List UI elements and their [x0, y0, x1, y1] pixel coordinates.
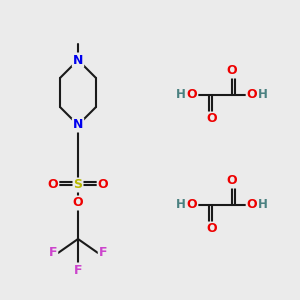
Text: O: O [227, 175, 237, 188]
Text: O: O [227, 64, 237, 77]
Text: F: F [74, 263, 82, 277]
Text: O: O [207, 223, 217, 236]
Text: N: N [73, 118, 83, 131]
Text: N: N [73, 53, 83, 67]
Text: O: O [207, 112, 217, 125]
Text: O: O [247, 88, 257, 101]
Text: O: O [98, 178, 108, 191]
Text: O: O [247, 199, 257, 212]
Text: H: H [176, 199, 186, 212]
Text: O: O [48, 178, 58, 191]
Text: O: O [73, 196, 83, 209]
Text: F: F [49, 247, 57, 260]
Text: O: O [187, 88, 197, 101]
Text: S: S [74, 178, 82, 191]
Text: H: H [258, 88, 268, 101]
Text: H: H [176, 88, 186, 101]
Text: H: H [258, 199, 268, 212]
Text: F: F [99, 247, 107, 260]
Text: O: O [187, 199, 197, 212]
